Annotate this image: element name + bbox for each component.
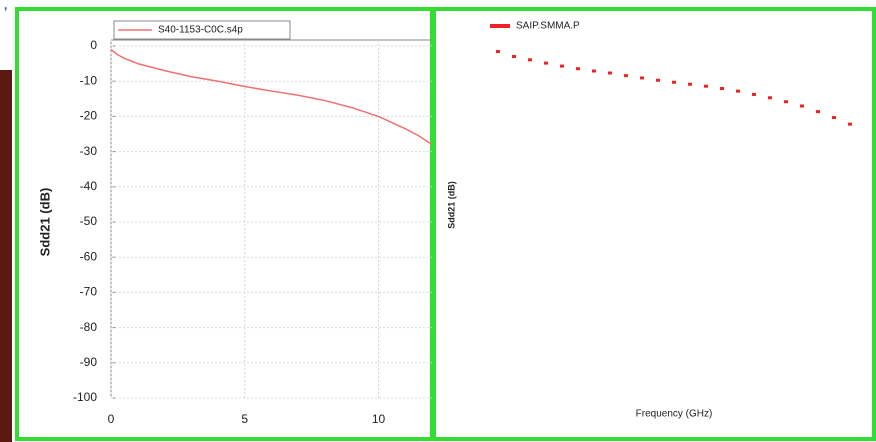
data-dot bbox=[848, 122, 852, 126]
data-dot bbox=[560, 64, 564, 68]
legend-swatch bbox=[490, 24, 510, 28]
x-tick-label: 5 bbox=[241, 412, 248, 426]
data-dot bbox=[672, 80, 676, 84]
legend-label: SAIP.SMMA.P bbox=[516, 21, 580, 32]
data-dot bbox=[816, 110, 820, 114]
y-tick-label: -20 bbox=[80, 109, 98, 123]
data-dot bbox=[704, 84, 708, 88]
y-tick-label: -80 bbox=[80, 320, 98, 334]
legend-label: S40-1153-C0C.s4p bbox=[158, 25, 243, 36]
data-dot bbox=[528, 58, 532, 62]
x-axis-label: Frequency (GHz) bbox=[636, 409, 713, 420]
background-photo bbox=[0, 70, 12, 442]
data-dot bbox=[512, 55, 516, 58]
x-tick-label: 10 bbox=[372, 412, 386, 426]
y-tick-label: 0 bbox=[90, 38, 97, 52]
y-tick-label: -60 bbox=[80, 249, 98, 263]
charts: 0 -10 -20 -30 -40 -50 -60 -70 -80 -90 -100 0 5 10 Sdd2… bbox=[37, 20, 852, 426]
y-axis-label: Sdd21 (dB) bbox=[37, 188, 52, 257]
data-dot bbox=[800, 104, 804, 108]
data-dot bbox=[688, 82, 692, 86]
data-dot bbox=[784, 100, 788, 104]
data-dot bbox=[624, 74, 628, 78]
data-dot bbox=[592, 69, 596, 73]
comma-glyph: , bbox=[4, 0, 7, 12]
y-tick-label: -50 bbox=[80, 214, 98, 228]
data-dot bbox=[752, 92, 756, 96]
y-tick-label: -30 bbox=[80, 144, 98, 158]
data-dot bbox=[544, 61, 548, 65]
data-dot bbox=[720, 87, 724, 91]
data-dot bbox=[640, 76, 644, 80]
y-tick-label: -90 bbox=[80, 355, 98, 369]
data-line bbox=[110, 48, 433, 146]
y-axis-label: Sdd21 (dB) bbox=[446, 181, 456, 229]
y-tick-label: -100 bbox=[73, 390, 97, 404]
legend-box bbox=[113, 20, 291, 40]
y-tick-label: -70 bbox=[80, 285, 98, 299]
left-panel bbox=[15, 7, 434, 441]
y-tick-label: -10 bbox=[80, 73, 98, 87]
data-dot bbox=[496, 50, 500, 54]
data-dot bbox=[608, 71, 612, 75]
data-dot bbox=[832, 116, 836, 120]
y-tick-label: -40 bbox=[80, 179, 98, 193]
data-dot bbox=[736, 89, 740, 93]
data-dot bbox=[656, 78, 660, 82]
right-panel bbox=[432, 7, 876, 441]
data-dot bbox=[768, 96, 772, 100]
x-tick-label: 0 bbox=[108, 412, 115, 426]
data-dot bbox=[576, 67, 580, 71]
